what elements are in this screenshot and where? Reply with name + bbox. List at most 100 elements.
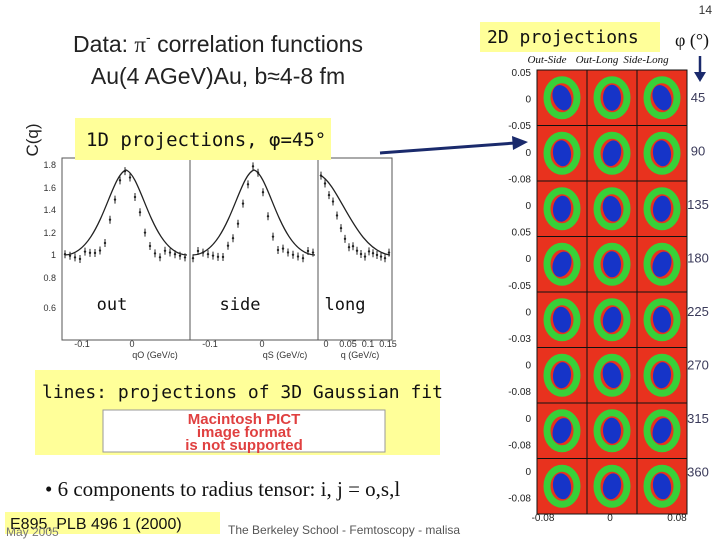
phi-label: 90 (691, 144, 705, 159)
phi-label: 45 (691, 90, 705, 105)
point (93, 251, 97, 255)
arrow-head (694, 72, 706, 82)
core (603, 84, 621, 111)
ring (543, 298, 581, 342)
point (363, 255, 367, 258)
ring (593, 409, 631, 453)
bullet: • 6 components to radius tensor: i, j = … (45, 477, 400, 501)
ring (643, 298, 681, 342)
core (652, 418, 672, 444)
point (168, 251, 172, 254)
point (246, 183, 250, 186)
phi-label: 180 (687, 251, 709, 266)
fit-curve (64, 169, 188, 256)
x-tick-label: 0.05 (339, 339, 357, 349)
y-tick-label: 0.05 (512, 68, 532, 79)
point (73, 256, 77, 259)
point (143, 231, 147, 234)
point (359, 252, 363, 256)
panel-label: out (97, 295, 128, 315)
point (261, 191, 265, 194)
x-axis-label: qO (GeV/c) (132, 350, 178, 360)
point (196, 249, 200, 253)
ring (593, 187, 631, 231)
point (286, 251, 290, 254)
footer: The Berkeley School - Femtoscopy - malis… (228, 523, 460, 537)
reference: E895, PLB 496 1 (2000) (10, 516, 182, 533)
point (103, 241, 107, 245)
core (602, 140, 622, 167)
phi-label: 315 (687, 411, 709, 426)
point (343, 237, 347, 241)
point (113, 198, 117, 201)
core (652, 251, 672, 277)
ring (593, 242, 631, 286)
x-tick-label: 0.08 (667, 513, 687, 524)
y-tick-label: -0.08 (508, 387, 531, 398)
core (652, 140, 672, 167)
phi-label: 360 (687, 465, 709, 480)
x-tick-label: 0 (323, 339, 328, 349)
point (123, 169, 127, 173)
point (323, 182, 327, 185)
y-tick-label: 0 (525, 254, 531, 265)
y-tick-label: -0.08 (508, 494, 531, 505)
point (371, 252, 375, 255)
ring (543, 409, 581, 453)
ring (593, 131, 631, 175)
callout-box (75, 118, 331, 160)
title-line-1: Data: π- correlation functions (73, 29, 363, 57)
x-tick-label: -0.1 (74, 339, 90, 349)
point (383, 256, 387, 260)
point (231, 237, 235, 240)
core (552, 473, 572, 500)
ring (593, 298, 631, 342)
point (301, 256, 305, 260)
ring (643, 131, 681, 175)
y-tick-label: 0.8 (43, 273, 56, 283)
point (118, 179, 122, 182)
title-superscript: - (146, 29, 151, 45)
callout-2d: 2D projections (487, 27, 639, 48)
point (138, 211, 142, 214)
callout-fit: lines: projections of 3D Gaussian fit (42, 382, 443, 403)
phi-header: φ (°) (675, 30, 709, 51)
point (128, 176, 132, 179)
y-axis-label: C(q) (23, 123, 42, 156)
ring (543, 464, 581, 508)
missing-image-text: image format (197, 424, 291, 441)
point (88, 251, 92, 255)
phi-label: 135 (687, 197, 709, 212)
point (266, 215, 270, 218)
ring (643, 353, 681, 397)
column-header: Out-Long (576, 54, 619, 66)
point (108, 218, 112, 221)
point (98, 249, 102, 252)
point (153, 252, 157, 255)
callout-1d: 1D projections, φ=45° (86, 129, 326, 151)
panel-label: long (325, 295, 366, 315)
x-tick-label: 0 (129, 339, 134, 349)
point (241, 202, 245, 205)
fit-curve (319, 174, 391, 256)
y-tick-label: 1.2 (43, 228, 56, 238)
y-tick-label: 1.6 (43, 183, 56, 193)
point (191, 256, 195, 260)
column-header: Side-Long (623, 54, 669, 66)
y-tick-label: -0.05 (508, 281, 531, 292)
core (602, 306, 622, 333)
core (552, 195, 572, 222)
point (158, 256, 162, 259)
point (291, 253, 295, 256)
data-points (63, 162, 391, 263)
column-header: Out-Side (527, 54, 566, 66)
core (652, 195, 672, 222)
one-d-plot (61, 157, 393, 341)
date: May 2005 (6, 525, 59, 539)
point (78, 257, 82, 261)
point (306, 249, 310, 253)
ring (543, 242, 581, 286)
x-axis-label: qS (GeV/c) (263, 350, 308, 360)
ring (643, 242, 681, 286)
